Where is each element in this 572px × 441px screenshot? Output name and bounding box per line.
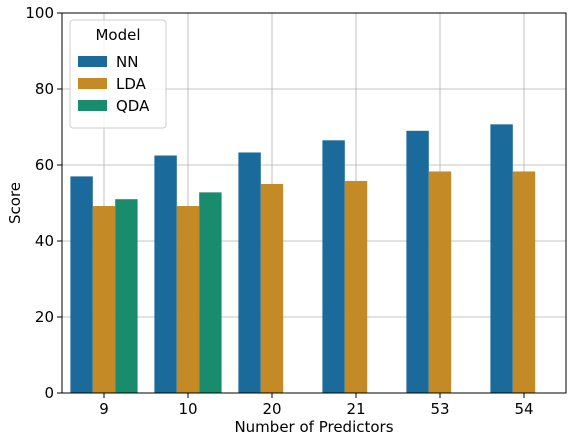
y-tick-label: 20 <box>35 308 54 326</box>
bars <box>70 124 536 394</box>
bar-lda <box>260 184 284 393</box>
bar-nn <box>490 124 513 393</box>
x-tick-label: 20 <box>262 400 281 418</box>
bar-nn <box>238 152 261 393</box>
legend: Model NN LDA QDA <box>69 19 167 129</box>
x-axis-label: Number of Predictors <box>234 418 393 436</box>
bar-lda <box>92 206 116 393</box>
legend-swatch-nn <box>78 56 107 67</box>
bar-lda <box>176 206 200 393</box>
bar-qda <box>115 199 138 393</box>
bar-lda <box>512 171 536 393</box>
legend-entries: NN LDA QDA <box>78 53 150 115</box>
bar-nn <box>70 176 93 393</box>
x-tick-label: 21 <box>346 400 365 418</box>
y-tick-label: 80 <box>35 80 54 98</box>
bar-nn <box>406 130 429 394</box>
x-tick-label: 9 <box>99 400 109 418</box>
bar-nn <box>322 140 345 393</box>
y-tick-label: 100 <box>25 4 54 22</box>
bar-qda <box>199 192 222 393</box>
y-tick-label: 0 <box>44 384 54 402</box>
legend-title: Model <box>95 26 140 44</box>
x-tick-label: 53 <box>430 400 449 418</box>
bar-lda <box>344 180 368 393</box>
y-tick-label: 40 <box>35 232 54 250</box>
legend-label-lda: LDA <box>116 75 147 93</box>
x-tick-label: 54 <box>514 400 533 418</box>
plot-frame <box>61 12 567 394</box>
ticks: 9 10 20 21 53 54 0 20 40 60 80 100 <box>25 4 533 418</box>
x-tick-label: 10 <box>178 400 197 418</box>
legend-label-qda: QDA <box>116 97 150 115</box>
bar-nn <box>154 155 177 393</box>
bar-lda <box>428 171 452 393</box>
y-axis-label: Score <box>6 182 24 224</box>
legend-swatch-qda <box>78 100 107 111</box>
y-tick-label: 60 <box>35 156 54 174</box>
legend-label-nn: NN <box>116 53 138 71</box>
legend-swatch-lda <box>78 78 107 89</box>
